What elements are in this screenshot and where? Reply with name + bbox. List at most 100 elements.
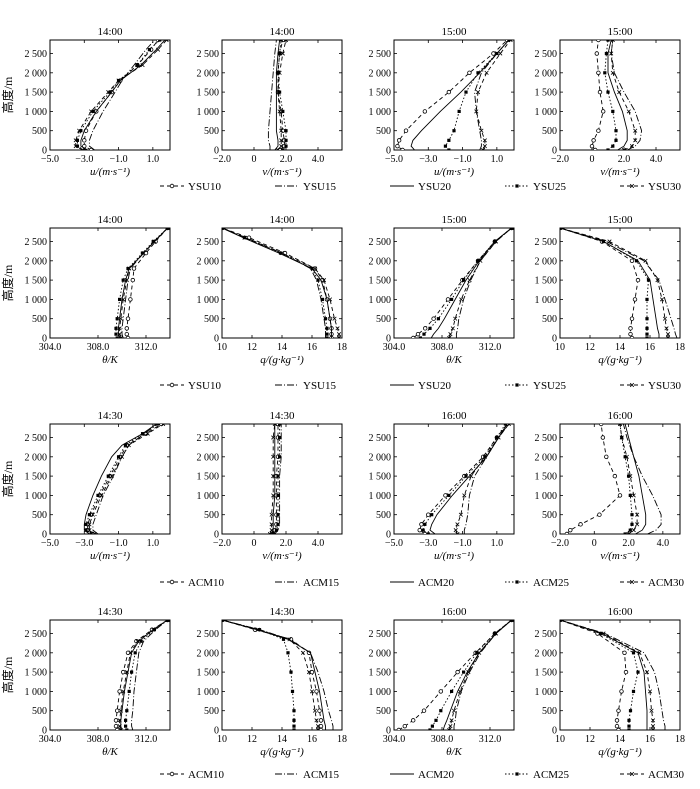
data-point (629, 316, 635, 321)
y-tick-label: 1 000 (25, 687, 48, 698)
series-line-ysu10 (591, 40, 604, 150)
data-point (124, 670, 129, 675)
data-point (443, 493, 448, 498)
data-point (631, 493, 636, 498)
data-point (476, 259, 480, 263)
legend-label: ACM15 (303, 577, 340, 589)
series-group (114, 228, 170, 338)
x-tick-label: −3.0 (75, 538, 93, 549)
data-point (318, 718, 324, 723)
y-tick-label: 1 500 (197, 276, 220, 287)
data-point (242, 235, 247, 240)
data-point (443, 144, 448, 148)
x-tick-label: 0 (252, 154, 257, 165)
y-tick-label: 2 000 (535, 256, 558, 267)
data-point (659, 297, 665, 302)
x-tick-label: 14 (615, 342, 625, 353)
y-tick-label: 2 000 (369, 452, 392, 463)
y-tick-label: 1 500 (369, 472, 392, 483)
legend-marker (629, 183, 635, 189)
data-point (147, 48, 152, 52)
data-point (479, 128, 484, 133)
y-tick-label: 2 000 (25, 68, 48, 79)
data-point (135, 639, 140, 644)
panel-title: 14:00 (269, 214, 295, 226)
y-tick-label: 1 000 (369, 295, 392, 306)
data-point (614, 723, 620, 729)
data-point (278, 424, 282, 426)
data-point (417, 527, 422, 533)
data-point (596, 70, 601, 76)
data-point (447, 148, 451, 150)
legend-marker (169, 579, 175, 585)
x-tick-label: −2.0 (213, 154, 231, 165)
data-point (292, 718, 296, 722)
y-tick-label: 2 500 (197, 237, 220, 248)
data-point (637, 650, 642, 655)
series-line-ysu30 (277, 40, 287, 150)
data-point (278, 251, 283, 255)
legend-marker (169, 183, 175, 189)
x-tick-label: 304.0 (383, 342, 406, 353)
y-tick-label: 1 500 (25, 472, 48, 483)
data-point (125, 650, 131, 656)
data-point (114, 708, 120, 713)
data-point (475, 651, 479, 655)
data-point (114, 332, 118, 336)
y-axis-label: 高度/m (0, 76, 15, 113)
data-point (135, 63, 140, 67)
data-point (496, 435, 501, 440)
y-tick-label: 1 000 (369, 491, 392, 502)
legend-label: ACM25 (533, 769, 570, 781)
series-line-ysu30 (610, 40, 636, 150)
data-point (431, 316, 436, 321)
data-point (271, 435, 276, 440)
data-point (506, 424, 511, 427)
data-point (616, 727, 621, 730)
y-tick-label: 2 000 (369, 256, 392, 267)
series-group (396, 620, 514, 730)
data-point (276, 71, 280, 75)
x-tick-label: −1.0 (454, 538, 472, 549)
series-line-ysu25 (619, 424, 633, 534)
data-point (469, 474, 474, 479)
data-point (125, 728, 129, 730)
x-tick-label: 1.0 (491, 154, 504, 165)
data-point (118, 708, 123, 713)
data-point (628, 474, 633, 479)
data-point (316, 278, 320, 282)
data-point (130, 670, 134, 674)
data-point (395, 143, 400, 149)
series-line-ysu15 (92, 424, 159, 534)
data-point (607, 239, 612, 244)
series-line-ysu10 (87, 424, 162, 534)
data-point (645, 317, 649, 321)
data-point (457, 109, 461, 114)
data-point (73, 138, 78, 143)
x-tick-label: 16 (645, 734, 655, 745)
data-point (662, 316, 668, 321)
panel-3-1: 14:30 0 500 1 000 1 500 2 000 2 500 10 12 14 16 18 q… (197, 606, 348, 758)
data-point (114, 326, 118, 330)
data-point (633, 128, 638, 133)
data-point (623, 532, 627, 534)
series-line-ysu25 (125, 620, 168, 730)
data-point (127, 689, 131, 694)
data-point (614, 129, 618, 133)
series-line-ysu10 (560, 620, 627, 730)
y-tick-label: 0 (386, 726, 391, 737)
y-tick-label: 1 000 (197, 295, 220, 306)
series-line-ysu10 (83, 40, 159, 150)
series-line-ysu25 (420, 228, 512, 338)
series-group (113, 620, 170, 730)
x-tick-label: 0 (590, 154, 595, 165)
x-tick-label: 16 (307, 342, 317, 353)
series-line-ysu30 (448, 228, 512, 338)
series-line-ysu25 (444, 40, 510, 150)
y-tick-label: 0 (42, 726, 47, 737)
data-point (623, 669, 629, 675)
data-point (121, 278, 125, 282)
x-tick-label: −2.0 (551, 538, 569, 549)
